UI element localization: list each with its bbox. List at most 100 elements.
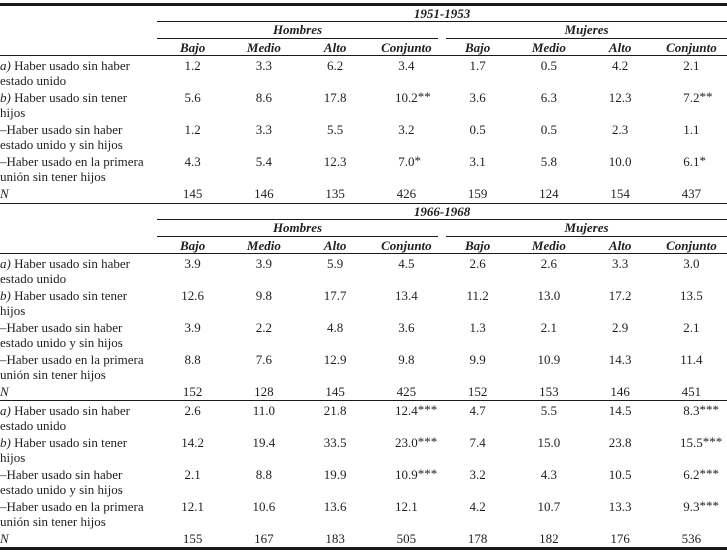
n-value-cell: 426: [370, 184, 442, 204]
column-header: Alto: [584, 39, 656, 56]
value-cell: 19.4: [252, 435, 276, 450]
value-cell: 3.0: [683, 255, 700, 271]
stub-cell: [0, 39, 157, 56]
column-header: Bajo: [157, 236, 229, 254]
value-cell: 5.5: [327, 122, 344, 137]
row-label: –Haber usado sin haber estado unido y sin…: [0, 319, 123, 350]
value: 8.3 ***: [683, 402, 720, 418]
value-cell: 9.8: [255, 287, 272, 303]
column-header: Alto: [584, 236, 656, 254]
significance-stars: *: [699, 153, 707, 168]
column-header: Medio: [228, 39, 300, 56]
value-cell: 7.4: [469, 435, 486, 450]
value-cell: 7.2 **: [656, 88, 727, 120]
stub-cell: [0, 5, 157, 22]
value-cell: 13.6: [323, 499, 347, 514]
table-row: b) Haber usado sin tener hijos 14.2 19.4 33.…: [0, 433, 727, 465]
value-cell: 3.9: [184, 255, 201, 271]
n-value-cell: 146: [584, 381, 656, 401]
table-row: –Haber usado sin haber estado unido y sin…: [0, 120, 727, 152]
n-value-cell: 425: [370, 381, 442, 401]
column-header-row: Bajo Medio Alto Conjunto Bajo Medio Alto Conjun…: [0, 39, 727, 56]
n-value-cell: 159: [442, 184, 514, 204]
row-label: –Haber usado en la primera unión sin tene…: [0, 154, 144, 184]
table-row: –Haber usado en la primera unión sin tene…: [0, 350, 727, 382]
significance-stars: **: [417, 89, 431, 104]
column-header: Alto: [299, 39, 371, 56]
value-cell: 5.6: [184, 90, 201, 105]
value-cell: 8.6: [255, 90, 272, 105]
n-value-cell: 145: [299, 381, 371, 401]
value-cell: 1.2: [184, 122, 201, 137]
significance-stars: ***: [699, 402, 720, 417]
value-cell: 17.2: [608, 287, 632, 303]
n-value-cell: 178: [467, 531, 488, 546]
table-row: –Haber usado sin haber estado unido y sin…: [0, 318, 727, 350]
value-cell: 3.3: [612, 255, 629, 271]
value-cell: 12.3: [323, 154, 347, 169]
value-cell: 2.2: [255, 319, 272, 335]
value-cell: 6.2 ***: [656, 465, 727, 497]
row-letter: a): [0, 58, 11, 73]
group-header-hombres-label: Hombres: [157, 22, 438, 39]
period-header: 1951-1953: [157, 4, 727, 22]
value: 12.4 ***: [395, 402, 438, 418]
column-header: Bajo: [442, 39, 514, 56]
value-cell: 4.7: [469, 403, 486, 418]
table-row: b) Haber usado sin tener hijos 5.6 8.6 17.8 1…: [0, 88, 727, 120]
value-cell: 2.1: [540, 319, 557, 335]
row-label: b) Haber usado sin tener hijos: [0, 287, 128, 318]
n-value-cell: 167: [254, 531, 274, 546]
n-value-cell: 154: [584, 184, 656, 204]
group-header-mujeres: Mujeres: [442, 219, 727, 237]
value-cell: 14.2: [181, 435, 204, 450]
row-label: –Haber usado en la primera unión sin tene…: [0, 351, 144, 382]
value-cell: 10.9 ***: [371, 465, 442, 497]
column-header: Alto: [299, 236, 371, 254]
stub-cell: [0, 219, 157, 237]
period-header: 1966-1968: [157, 203, 727, 220]
stub-cell: [0, 203, 157, 219]
column-header: Conjunto: [655, 236, 727, 254]
value-cell: 33.5: [323, 435, 347, 450]
value: 9.3 ***: [683, 498, 720, 514]
value-cell: 12.1: [181, 499, 204, 514]
value-cell: 8.3 ***: [656, 401, 727, 434]
table-row: –Haber usado en la primera unión sin tene…: [0, 497, 727, 529]
value-cell: 8.8: [255, 467, 272, 482]
value-cell: 7.6: [255, 351, 272, 367]
value-cell: 7.0 *: [371, 152, 442, 184]
value-cell: 0.5: [540, 122, 557, 137]
row-label: –Haber usado sin haber estado unido y sin…: [0, 122, 123, 152]
row-letter: a): [0, 403, 11, 418]
column-header: Bajo: [157, 39, 229, 56]
value-cell: 10.7: [537, 499, 561, 514]
row-label: b) Haber usado sin tener hijos: [0, 90, 128, 120]
value-cell: 6.1 *: [656, 152, 727, 184]
value-cell: 1.1: [683, 122, 700, 137]
n-value-cell: 536: [681, 531, 702, 546]
group-header-row: Hombres Mujeres: [0, 219, 727, 237]
group-header-hombres: Hombres: [157, 22, 442, 39]
value-cell: 3.3: [255, 122, 272, 137]
value-cell: 13.3: [608, 499, 632, 514]
value-cell: 6.2: [327, 58, 344, 73]
value-cell: 3.9: [255, 255, 272, 271]
row-letter: b): [0, 287, 11, 303]
row-letter: b): [0, 90, 11, 105]
significance-stars: **: [699, 89, 713, 104]
stats-table-body: 1951-1953 Hombres Mujeres Bajo Medio Alto Conj…: [0, 4, 727, 549]
value: 6.1 *: [683, 153, 707, 169]
value-cell: 2.9: [612, 319, 629, 335]
value-cell: 15.0: [537, 435, 561, 450]
significance-stars: ***: [699, 466, 720, 481]
period-header-row: 1951-1953: [0, 4, 727, 22]
table-row: –Haber usado en la primera unión sin tene…: [0, 152, 727, 184]
value-cell: 21.8: [323, 403, 347, 418]
stub-cell: [0, 236, 157, 254]
n-row: N 152 128 145 425 152 153 146 451: [0, 381, 727, 401]
value-cell: 3.6: [398, 319, 415, 335]
value-cell: 2.6: [469, 255, 486, 271]
value-cell: 12.6: [181, 287, 204, 303]
